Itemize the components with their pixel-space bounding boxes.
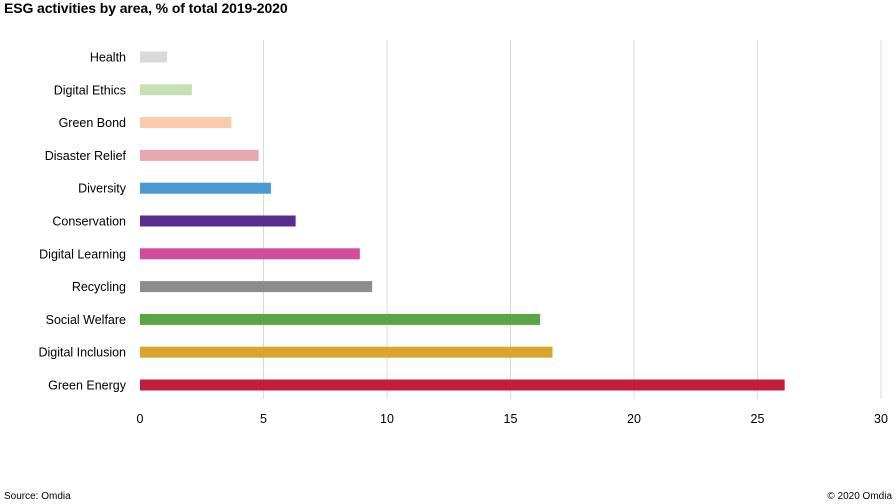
x-tick-label: 20: [627, 412, 641, 426]
x-tick-label: 0: [137, 412, 144, 426]
category-label: Green Energy: [48, 379, 127, 393]
category-label: Digital Inclusion: [38, 346, 126, 360]
category-label: Digital Ethics: [54, 83, 126, 97]
bar-digital-learning: [140, 248, 360, 260]
x-tick-label: 10: [380, 412, 394, 426]
category-label: Conservation: [52, 215, 126, 229]
bar-green-energy: [140, 379, 785, 391]
bar-recycling: [140, 281, 373, 293]
bar-health: [140, 51, 168, 63]
category-label: Digital Learning: [39, 247, 126, 261]
x-tick-label: 25: [751, 412, 765, 426]
bar-green-bond: [140, 117, 232, 129]
x-tick-label: 5: [260, 412, 267, 426]
bar-diversity: [140, 182, 271, 194]
category-label: Disaster Relief: [45, 149, 127, 163]
source-note: Source: Omdia: [4, 491, 71, 502]
category-label: Recycling: [72, 280, 126, 294]
category-labels: Health Digital Ethics Green Bond Disaster R…: [38, 51, 126, 393]
category-label: Green Bond: [59, 116, 126, 130]
chart-title: ESG activities by area, % of total 2019-…: [4, 0, 288, 16]
bar-digital-ethics: [140, 84, 192, 96]
category-label: Diversity: [78, 182, 127, 196]
bar-disaster-relief: [140, 149, 259, 161]
category-label: Social Welfare: [46, 313, 126, 327]
gridlines: [263, 40, 882, 399]
bars: [140, 51, 785, 391]
copyright-note: © 2020 Omdia: [827, 491, 892, 502]
bar-conservation: [140, 215, 296, 227]
category-label: Health: [90, 51, 126, 65]
bar-social-welfare: [140, 313, 541, 325]
x-axis-tick-labels: 0 5 10 15 20 25 30: [137, 412, 888, 426]
bar-digital-inclusion: [140, 346, 553, 358]
x-tick-label: 30: [874, 412, 888, 426]
x-tick-label: 15: [504, 412, 518, 426]
